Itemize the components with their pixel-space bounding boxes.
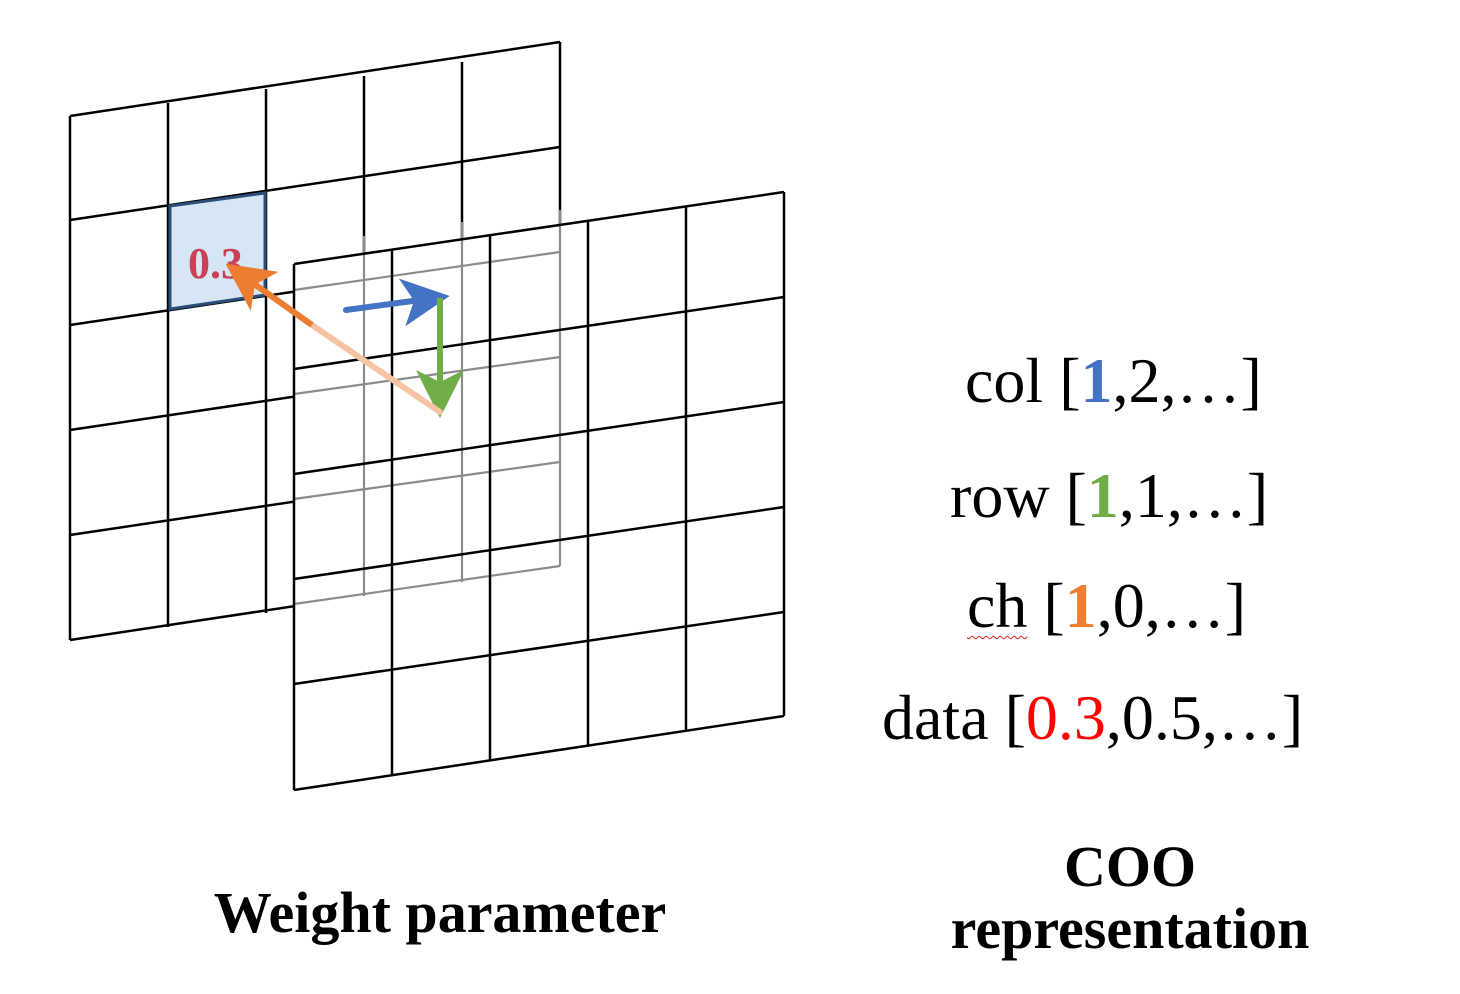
coo-data-rest: ,0.5,…] bbox=[1105, 682, 1304, 753]
front-plane-hline bbox=[293, 400, 785, 476]
ghost-hline bbox=[293, 564, 561, 606]
ghost-hline bbox=[293, 460, 561, 501]
coo-data-array: data [0.3,0.5,…] bbox=[882, 683, 1303, 753]
weight-parameter-caption: Weight parameter bbox=[213, 880, 667, 945]
coo-data-highlight: 0.3 bbox=[1025, 682, 1106, 753]
coo-col-array: col [1,2,…] bbox=[965, 346, 1262, 416]
front-plane-hline bbox=[293, 610, 785, 686]
coo-ch-open-bracket: [ bbox=[1043, 570, 1065, 641]
coo-ch-array: ch [1,0,…] bbox=[967, 571, 1246, 641]
front-plane-background bbox=[294, 192, 784, 790]
see-through-lines bbox=[293, 210, 562, 606]
coo-caption-line2: representation bbox=[950, 896, 1310, 961]
ghost-hline bbox=[293, 250, 561, 292]
column-step-arrow bbox=[343, 278, 450, 327]
coo-col-open-bracket: [ bbox=[1059, 345, 1081, 416]
coo-caption-line1: COO bbox=[1063, 834, 1197, 899]
coo-representation-caption: COO representation bbox=[880, 836, 1380, 960]
coo-col-label: col bbox=[965, 345, 1060, 416]
front-weight-plane bbox=[292, 190, 786, 792]
coo-row-open-bracket: [ bbox=[1065, 460, 1087, 531]
index-arrows bbox=[225, 263, 464, 418]
coo-row-rest: ,1,…] bbox=[1118, 460, 1269, 531]
coo-ch-rest: ,0,…] bbox=[1096, 570, 1247, 641]
channel-step-arrow bbox=[225, 263, 314, 328]
coo-row-highlight: 1 bbox=[1086, 460, 1119, 531]
coo-data-label: data bbox=[882, 682, 1005, 753]
coo-col-rest: ,2,…] bbox=[1112, 345, 1262, 416]
coo-row-label: row bbox=[950, 460, 1066, 531]
front-plane-hline bbox=[293, 714, 785, 792]
front-plane-hline bbox=[293, 190, 785, 266]
coo-row-array: row [1,1,…] bbox=[950, 461, 1268, 531]
coo-ch-space bbox=[1027, 570, 1043, 641]
back-plane-hline bbox=[69, 145, 561, 222]
coo-col-highlight: 1 bbox=[1080, 345, 1113, 416]
front-plane-hline bbox=[293, 295, 785, 371]
highlighted-weight-value: 0.3 bbox=[188, 239, 243, 288]
back-plane-hline bbox=[69, 40, 561, 118]
coo-ch-label: ch bbox=[967, 570, 1028, 641]
front-plane-hline bbox=[293, 505, 785, 581]
coo-ch-highlight: 1 bbox=[1064, 570, 1097, 641]
coo-data-open-bracket: [ bbox=[1004, 682, 1026, 753]
channel-step-arrow-tail bbox=[309, 322, 443, 415]
